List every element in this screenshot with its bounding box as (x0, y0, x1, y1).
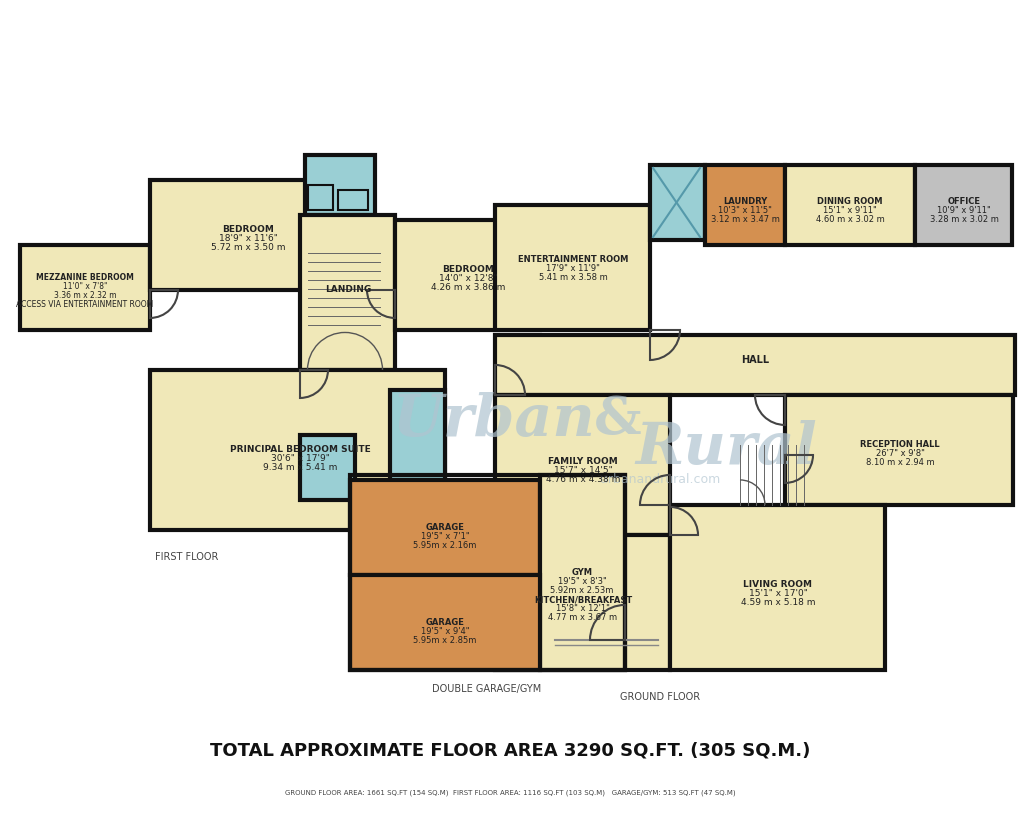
Polygon shape (494, 335, 1014, 395)
Text: GARAGE: GARAGE (425, 619, 464, 628)
Text: BEDROOM: BEDROOM (222, 225, 274, 234)
Text: 15'1" x 17'0": 15'1" x 17'0" (748, 589, 807, 598)
Polygon shape (300, 215, 394, 370)
Text: FAMILY ROOM: FAMILY ROOM (547, 458, 618, 467)
Text: GARAGE: GARAGE (425, 523, 464, 533)
Polygon shape (704, 165, 785, 245)
Text: 15'8" x 12'1": 15'8" x 12'1" (555, 605, 609, 614)
Polygon shape (20, 245, 150, 330)
Text: MEZZANINE BEDROOM: MEZZANINE BEDROOM (36, 273, 133, 282)
Text: 3.28 m x 3.02 m: 3.28 m x 3.02 m (928, 215, 998, 224)
Text: 8.10 m x 2.94 m: 8.10 m x 2.94 m (865, 459, 933, 468)
Text: 15'7" x 14'5": 15'7" x 14'5" (553, 467, 611, 476)
Text: TOTAL APPROXIMATE FLOOR AREA 3290 SQ.FT. (305 SQ.M.): TOTAL APPROXIMATE FLOOR AREA 3290 SQ.FT.… (210, 741, 809, 759)
Text: RECEPTION HALL: RECEPTION HALL (859, 441, 938, 450)
Polygon shape (350, 575, 539, 670)
Text: PRINCIPAL BEDROOM SUITE: PRINCIPAL BEDROOM SUITE (229, 446, 370, 455)
Text: KITCHEN/BREAKFAST: KITCHEN/BREAKFAST (533, 596, 632, 605)
Polygon shape (785, 395, 1012, 505)
Polygon shape (539, 475, 625, 670)
Text: DOUBLE GARAGE/GYM: DOUBLE GARAGE/GYM (432, 684, 541, 694)
Text: Urban: Urban (391, 392, 594, 448)
Text: 19'5" x 7'1": 19'5" x 7'1" (420, 532, 469, 542)
Polygon shape (350, 480, 539, 575)
Text: 3.12 m x 3.47 m: 3.12 m x 3.47 m (710, 215, 779, 224)
Text: 10'9" x 9'11": 10'9" x 9'11" (936, 206, 989, 215)
Text: 18'9" x 11'6": 18'9" x 11'6" (218, 234, 277, 243)
Text: 5.95m x 2.16m: 5.95m x 2.16m (413, 542, 476, 551)
Text: 5.41 m x 3.58 m: 5.41 m x 3.58 m (538, 273, 606, 282)
Text: 9.34 m x 5.41 m: 9.34 m x 5.41 m (263, 463, 337, 472)
Text: 5.72 m x 3.50 m: 5.72 m x 3.50 m (211, 243, 285, 252)
Text: ACCESS VIA ENTERTAINMENT ROOM: ACCESS VIA ENTERTAINMENT ROOM (16, 300, 154, 309)
Polygon shape (914, 165, 1011, 245)
Text: &: & (594, 394, 641, 446)
Text: LANDING: LANDING (325, 286, 371, 295)
Text: 3.36 m x 2.32 m: 3.36 m x 2.32 m (54, 291, 116, 300)
Polygon shape (494, 535, 669, 670)
Polygon shape (389, 390, 444, 480)
Polygon shape (494, 205, 649, 330)
Text: 4.60 m x 3.02 m: 4.60 m x 3.02 m (815, 215, 883, 224)
Text: 15'1" x 9'11": 15'1" x 9'11" (822, 206, 876, 215)
Text: 26'7" x 9'8": 26'7" x 9'8" (874, 450, 923, 459)
Polygon shape (305, 155, 375, 215)
Text: 10'3" x 11'5": 10'3" x 11'5" (717, 206, 771, 215)
Text: ENTERTAINMENT ROOM: ENTERTAINMENT ROOM (518, 255, 628, 264)
Polygon shape (785, 165, 914, 245)
Text: FIRST FLOOR: FIRST FLOOR (155, 552, 218, 562)
Text: 19'5" x 9'4": 19'5" x 9'4" (421, 628, 469, 636)
Text: GROUND FLOOR AREA: 1661 SQ.FT (154 SQ.M)  FIRST FLOOR AREA: 1116 SQ.FT (103 SQ.M: GROUND FLOOR AREA: 1661 SQ.FT (154 SQ.M)… (284, 789, 735, 796)
Text: 5.95m x 2.85m: 5.95m x 2.85m (413, 636, 476, 645)
Text: 17'9" x 11'9": 17'9" x 11'9" (545, 264, 599, 273)
Text: 14'0" x 12'8": 14'0" x 12'8" (438, 274, 497, 283)
Text: GROUND FLOOR: GROUND FLOOR (620, 692, 699, 702)
Text: 11'0" x 7'8": 11'0" x 7'8" (63, 282, 107, 291)
Text: HALL: HALL (740, 355, 768, 365)
Polygon shape (150, 370, 444, 530)
Polygon shape (649, 165, 704, 240)
Polygon shape (494, 395, 669, 535)
Text: 19'5" x 8'3": 19'5" x 8'3" (557, 578, 605, 587)
Text: 4.26 m x 3.86 m: 4.26 m x 3.86 m (430, 283, 504, 292)
Text: LAUNDRY: LAUNDRY (722, 197, 766, 206)
Text: GYM: GYM (571, 569, 592, 578)
Polygon shape (394, 220, 539, 330)
Text: Rural: Rural (635, 419, 816, 477)
Polygon shape (308, 185, 332, 210)
Polygon shape (300, 435, 355, 500)
Text: LIVING ROOM: LIVING ROOM (743, 580, 812, 589)
Polygon shape (669, 505, 884, 670)
Text: 4.77 m x 3.67 m: 4.77 m x 3.67 m (548, 614, 616, 623)
Text: DINING ROOM: DINING ROOM (816, 197, 881, 206)
Text: 5.92m x 2.53m: 5.92m x 2.53m (550, 587, 613, 596)
Polygon shape (150, 180, 344, 290)
Text: 4.76 m x 4.38 m: 4.76 m x 4.38 m (545, 476, 620, 485)
Text: 30'6" x 17'9": 30'6" x 17'9" (270, 455, 329, 463)
Text: 4.59 m x 5.18 m: 4.59 m x 5.18 m (740, 598, 814, 607)
Text: OFFICE: OFFICE (947, 197, 979, 206)
Text: BEDROOM: BEDROOM (441, 265, 493, 274)
Text: urbanandrural.com: urbanandrural.com (599, 473, 719, 486)
Polygon shape (337, 190, 368, 210)
